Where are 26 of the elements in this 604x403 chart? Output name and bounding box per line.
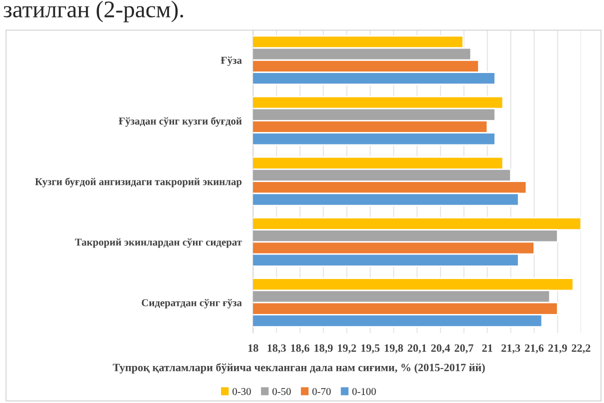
text: затилган (2-расм). [4, 0, 184, 22]
x-tick-label: 21,9 [548, 344, 567, 354]
y-tick-label: Сидератдан сўнг ғўза [142, 299, 242, 308]
x-tick-label: 19,5 [361, 344, 380, 354]
legend-label: 0-100 [352, 388, 376, 396]
y-tick-label: Ғўза [220, 56, 242, 66]
x-tick-label: 22,2 [572, 344, 590, 354]
x-tick-label: 21,6 [524, 344, 544, 354]
x-tick-label: 18,6 [291, 344, 310, 354]
y-tick-label: Ғўзадан сўнг кузги буғдой [118, 117, 242, 127]
legend-label: 0-30 [232, 388, 251, 396]
x-tick-label: 20,1 [408, 344, 426, 354]
x-tick-label: 19,8 [384, 344, 403, 354]
x-tick-label: 21,3 [502, 344, 520, 354]
x-tick-label: 20,7 [454, 344, 474, 354]
x-tick-label: 18,9 [314, 344, 333, 354]
legend-label: 0-70 [312, 388, 331, 396]
x-tick-label: 18 [248, 344, 258, 352]
x-axis-title: Тупроқ қатламлари бўйича чекланган дала нам сиғими, % (2015-2017 йй) [112, 363, 485, 374]
x-tick-label: 18,3 [268, 344, 286, 354]
legend-label: 0-50 [272, 388, 291, 396]
x-tick-label: 21 [482, 344, 492, 352]
y-tick-label: Кузги буғдой ангизидаги такрорий экинлар [35, 178, 242, 188]
y-tick-label: Такрорий экинлардан сўнг сидерат [74, 238, 242, 248]
x-tick-label: 20,4 [431, 344, 450, 354]
x-tick-label: 19,2 [338, 344, 356, 354]
